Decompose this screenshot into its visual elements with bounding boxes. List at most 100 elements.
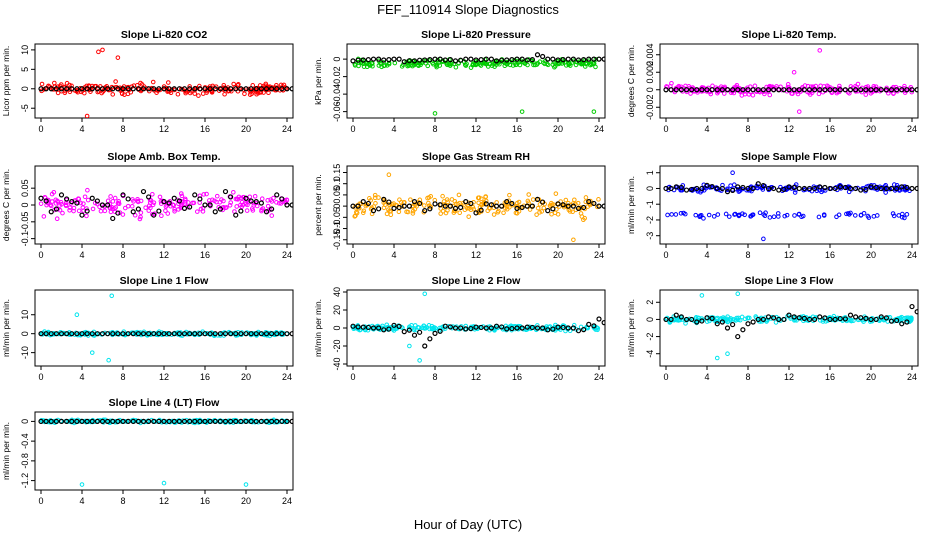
x-tick-label: 4 <box>704 372 709 382</box>
hourly-point <box>663 87 669 93</box>
raw-outlier-point <box>115 55 121 60</box>
hourly-point <box>786 312 792 318</box>
hourly-point <box>74 418 80 424</box>
raw-point <box>748 214 753 219</box>
raw-point <box>445 208 450 213</box>
hourly-point <box>842 87 848 93</box>
hourly-point <box>514 56 520 62</box>
raw-outlier-point <box>386 172 392 178</box>
y-tick-label: -4 <box>645 350 655 358</box>
hourly-point <box>832 316 838 323</box>
hourly-point <box>64 331 70 337</box>
hourly-point <box>360 57 366 63</box>
raw-outlier-point <box>79 482 85 487</box>
hourly-point <box>678 87 684 93</box>
raw-point <box>740 211 745 216</box>
raw-point <box>491 61 497 67</box>
hourly-point <box>806 185 813 192</box>
hourly-point <box>452 58 459 64</box>
raw-point <box>736 189 742 194</box>
hourly-point <box>745 87 751 93</box>
y-tick-label: 0 <box>332 325 342 330</box>
raw-point <box>265 198 271 203</box>
hourly-point <box>447 203 453 209</box>
raw-point <box>361 64 367 69</box>
raw-point <box>539 209 545 214</box>
raw-point <box>456 192 462 198</box>
hourly-point <box>365 324 371 331</box>
hourly-point <box>668 316 674 323</box>
hourly-point <box>837 315 843 322</box>
raw-point <box>410 211 416 216</box>
hourly-point <box>812 185 818 192</box>
hourly-point <box>269 86 275 92</box>
raw-point <box>534 212 539 217</box>
hourly-point <box>565 203 571 209</box>
hourly-point <box>187 418 193 424</box>
raw-point <box>507 192 512 198</box>
hourly-point <box>401 329 407 335</box>
hourly-point <box>868 184 874 190</box>
hourly-point <box>765 87 772 93</box>
raw-point <box>816 91 822 97</box>
hourly-point <box>376 56 382 62</box>
hourly-point <box>417 57 423 63</box>
raw-point <box>110 199 116 204</box>
raw-point <box>175 91 181 97</box>
hourly-point <box>370 56 377 62</box>
hourly-point <box>555 57 561 63</box>
raw-point <box>782 213 788 219</box>
y-axis-label: kPa per min. <box>313 57 323 105</box>
x-tick-label: 0 <box>350 250 355 260</box>
hourly-point <box>735 333 741 340</box>
raw-point <box>388 208 394 214</box>
y-axis-label: degrees C per min. <box>626 45 636 117</box>
hourly-point <box>570 203 576 209</box>
x-tick-label: 20 <box>553 250 563 260</box>
raw-point <box>706 212 712 218</box>
raw-point <box>526 192 532 197</box>
hourly-point <box>776 316 782 323</box>
hourly-point <box>771 315 777 321</box>
y-tick-label: 20 <box>332 305 342 315</box>
y-tick-label: 1 <box>645 170 655 175</box>
y-tick-label: -20 <box>332 339 342 352</box>
raw-point <box>491 212 497 217</box>
hourly-point <box>560 202 566 208</box>
hourly-point <box>581 57 587 63</box>
hourly-point <box>243 418 249 424</box>
hourly-point <box>212 86 218 92</box>
hourly-point <box>360 324 366 330</box>
raw-point <box>742 212 747 218</box>
y-tick-label: 0 <box>20 202 30 207</box>
hourly-point <box>94 418 100 424</box>
hourly-point <box>858 187 864 193</box>
hourly-point <box>432 56 438 62</box>
plot-points <box>38 417 293 487</box>
hourly-point <box>156 331 162 337</box>
raw-point <box>437 63 443 68</box>
hourly-point <box>279 86 285 92</box>
hourly-point <box>565 325 571 331</box>
hourly-point <box>878 314 884 320</box>
x-tick-label: 8 <box>120 372 125 382</box>
hourly-point <box>591 323 597 329</box>
hourly-point <box>437 328 443 334</box>
raw-point <box>421 203 427 208</box>
raw-point <box>899 214 905 220</box>
raw-point <box>227 202 233 208</box>
raw-point <box>794 88 799 93</box>
raw-point <box>98 208 104 214</box>
hourly-point <box>529 203 535 209</box>
hourly-point <box>812 87 818 93</box>
raw-point <box>396 209 402 215</box>
hourly-point <box>596 203 602 209</box>
hourly-point <box>74 86 80 92</box>
plot-points <box>38 47 293 118</box>
plot-title: Slope Line 2 Flow <box>432 275 522 287</box>
hourly-point <box>161 86 167 92</box>
panel-5: Slope Gas Stream RH 0 4 8 12 16 20 24 -0.15-0.1-… <box>313 151 606 260</box>
hourly-point <box>468 325 474 332</box>
raw-point <box>792 190 798 195</box>
plot-frame <box>346 43 606 119</box>
